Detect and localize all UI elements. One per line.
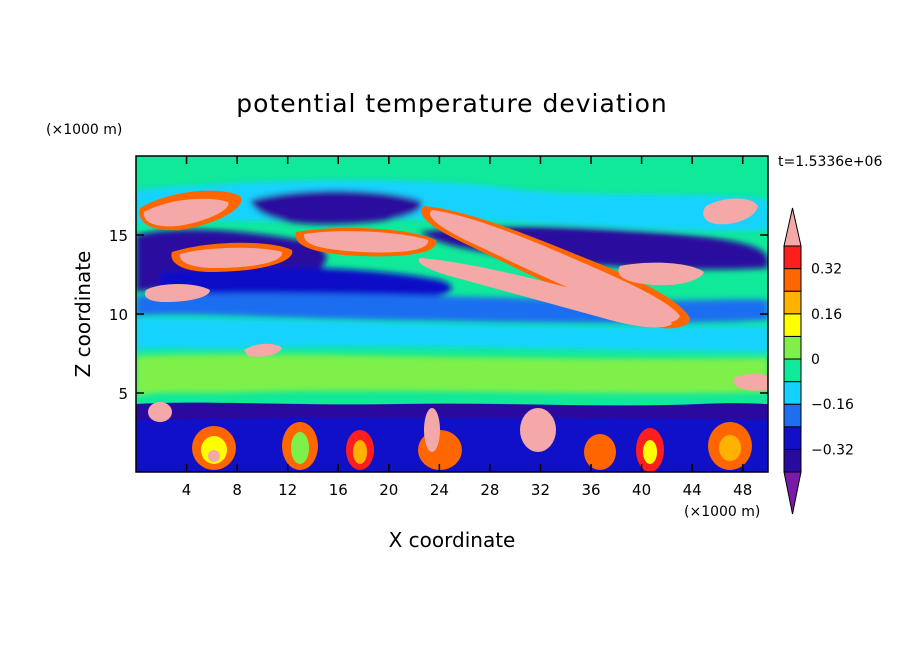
cell-pink-5 — [520, 408, 556, 452]
x-tick-label: 16 — [329, 481, 348, 499]
x-unit-label: (×1000 m) — [684, 504, 760, 520]
y-unit-label: (×1000 m) — [46, 122, 122, 138]
y-tick-label: 10 — [109, 306, 128, 324]
y-tick-label: 5 — [118, 385, 128, 403]
colorbar-swatch — [783, 268, 802, 292]
x-tick-label: 24 — [430, 481, 449, 499]
x-tick-label: 8 — [232, 481, 242, 499]
colorbar-swatch — [783, 381, 802, 405]
y-axis-label: Z coordinate — [71, 251, 95, 378]
colorbar-swatch — [783, 335, 802, 360]
cell-yellow-8 — [719, 435, 741, 461]
plume-top-left-pink — [143, 198, 229, 227]
plume-right-top-pink — [703, 198, 758, 225]
band-green-mid — [136, 354, 768, 396]
lower-band-purple — [136, 402, 768, 423]
cell-orange-6 — [584, 434, 616, 470]
colorbar-swatch — [783, 448, 802, 473]
x-tick-label: 28 — [480, 481, 499, 499]
x-tick-label: 32 — [531, 481, 550, 499]
colorbar-swatch — [783, 245, 802, 270]
colorbar-swatch — [783, 358, 802, 383]
chart-title: potential temperature deviation — [236, 89, 667, 118]
plume-small-pink-a — [244, 343, 282, 357]
plume-small-pink-b — [734, 373, 768, 391]
colorbar-label: 0 — [811, 352, 820, 368]
cell-pink-1 — [208, 450, 220, 462]
plume-left-small-pink — [144, 284, 210, 302]
cell-yellow-3 — [353, 440, 367, 464]
x-tick-label: 44 — [683, 481, 702, 499]
colorbar-swatch — [783, 290, 802, 315]
colorbar-swatch — [783, 426, 802, 450]
heatmap-field — [136, 156, 768, 472]
field-lower-cells — [136, 402, 768, 472]
cell-pink-left — [148, 402, 172, 422]
plume-mid-left-pink — [179, 247, 283, 268]
x-axis-label: X coordinate — [389, 528, 516, 552]
colorbar-label: 0.32 — [811, 262, 842, 278]
colorbar-swatch — [783, 313, 802, 337]
colorbar-upper-arrow — [783, 207, 802, 247]
field-warm-plumes — [139, 190, 768, 391]
x-tick-label: 4 — [182, 481, 192, 499]
time-label: t=1.5336e+06 — [778, 154, 882, 170]
cell-yellow-7 — [643, 440, 657, 464]
colorbar-label: −0.32 — [811, 442, 854, 458]
colorbar: −0.32 −0.16 0 0.16 0.32 — [783, 207, 854, 515]
y-tick-label: 15 — [109, 227, 128, 245]
x-tick-label: 12 — [278, 481, 297, 499]
field-upper-bands — [136, 180, 768, 396]
x-tick-label: 48 — [733, 481, 752, 499]
plume-right-mid-pink — [618, 262, 704, 286]
band-cyan-lower — [136, 318, 768, 352]
x-tick-label: 40 — [632, 481, 651, 499]
plume-lower-diagonal-pink — [418, 258, 672, 328]
x-tick-label: 36 — [581, 481, 600, 499]
cell-pink-4 — [424, 408, 440, 452]
colorbar-label: −0.16 — [811, 397, 854, 413]
colorbar-label: 0.16 — [811, 307, 842, 323]
cell-green-2 — [291, 432, 309, 464]
colorbar-swatch — [783, 403, 802, 428]
plume-center-pink — [303, 231, 429, 253]
colorbar-lower-arrow — [783, 471, 802, 515]
x-axis-ticks: 4 8 12 16 20 24 28 32 36 40 44 48 — [182, 156, 752, 499]
x-tick-label: 20 — [379, 481, 398, 499]
band-purple-top — [250, 190, 422, 225]
y-axis-ticks: 5 10 15 — [109, 227, 768, 403]
plume-diagonal-pink — [429, 210, 680, 323]
